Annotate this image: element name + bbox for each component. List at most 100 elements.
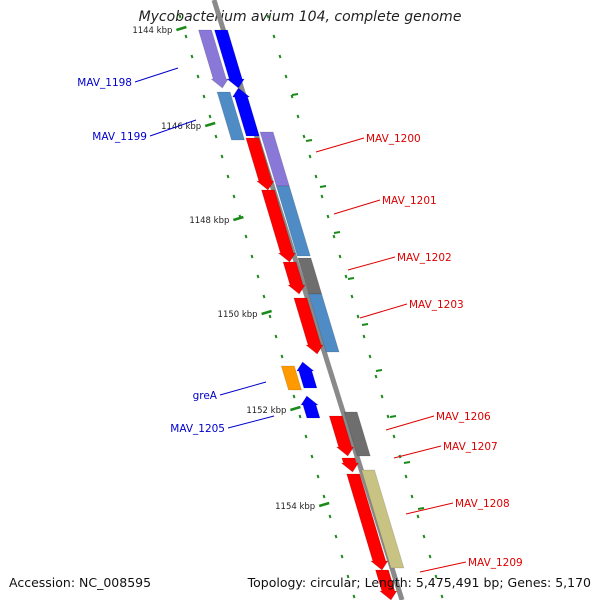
minor-tick-right [320,194,324,199]
leader-line [315,137,365,153]
gene-block-mav-1200[interactable] [245,137,275,191]
minor-tick-right [389,415,397,418]
gene-block-mav-1201[interactable] [260,189,297,263]
gene-block-mav-1209[interactable] [374,569,398,600]
minor-tick-right [375,369,383,372]
gene-label[interactable]: MAV_1199 [92,131,147,143]
minor-tick-right [308,154,312,159]
minor-tick-right [344,274,348,279]
minor-tick-right [428,554,432,559]
gene-block-mav-1201[interactable] [275,185,311,257]
tick-label: 1152 kbp [246,406,286,416]
leader-line [385,415,435,431]
minor-tick-left [250,254,254,259]
major-tick [176,25,187,32]
minor-tick-left [202,94,206,99]
minor-tick-left [268,314,272,319]
gene-label[interactable]: MAV_1200 [366,133,421,145]
minor-tick-right [417,507,425,510]
minor-tick-right [416,514,420,519]
minor-tick-right [326,214,330,219]
minor-tick-left [178,14,182,19]
gene-label[interactable]: MAV_1203 [409,299,464,311]
gene-label[interactable]: MAV_1209 [468,557,523,569]
leader-line [333,199,381,215]
gene-label[interactable]: greA [193,390,218,402]
minor-tick-right [302,134,306,139]
minor-tick-left [274,334,278,339]
gene-label[interactable]: MAV_1202 [397,252,452,264]
gene-label[interactable]: MAV_1207 [443,441,498,453]
gene-block-mav-1205[interactable] [300,395,321,419]
minor-tick-left [298,414,302,419]
leader-line [134,67,179,83]
minor-tick-right [305,139,313,142]
minor-tick-left [352,594,356,599]
leader-line [227,415,275,429]
gene-block-mav-1202[interactable] [282,261,306,295]
gene-label[interactable]: MAV_1205 [170,423,225,435]
minor-tick-right [278,54,282,59]
minor-tick-left [292,394,296,399]
gene-block-mav-1203[interactable] [293,297,324,355]
tick-layer: 1144 kbp 1146 kbp 1148 kbp 1150 kbp 1152 kbp… [132,14,444,599]
gene-block-grea[interactable] [296,361,318,389]
minor-tick-right [319,185,327,188]
gene-block-mav-1208[interactable] [360,469,405,569]
minor-tick-right [314,174,318,179]
gene-block-mav-1206[interactable] [343,411,371,457]
leader-line [219,381,267,396]
tick-label: 1150 kbp [218,310,258,320]
gene-block-grea[interactable] [280,365,303,391]
gene-label[interactable]: MAV_1208 [455,498,510,510]
minor-tick-right [338,254,342,259]
tick-label: 1154 kbp [275,502,315,512]
minor-tick-right [386,414,390,419]
gene-block-mav-1198[interactable] [197,29,229,89]
feature-layer [197,29,405,600]
minor-tick-right [332,234,336,239]
accession-text: Accession: NC_008595 [9,575,152,590]
gene-block-mav-1198[interactable] [213,29,245,89]
leader-line [359,303,408,319]
minor-tick-left [256,274,260,279]
gene-block-mav-1208[interactable] [346,473,389,571]
gene-block-mav-1203[interactable] [308,293,340,353]
label-layer: MAV_1198 MAV_1199 MAV_1200 MAV_1201 MAV_1202… [77,67,523,573]
tick-label: 1144 kbp [132,26,172,36]
minor-tick-right [347,277,355,280]
minor-tick-right [434,574,438,579]
major-tick [318,501,330,508]
minor-tick-left [226,174,230,179]
gene-block-mav-1207[interactable] [340,457,360,473]
minor-tick-left [328,514,332,519]
minor-tick-left [262,294,266,299]
minor-tick-right [290,94,294,99]
leader-line [419,561,467,573]
topology-text: Topology: circular; Length: 5,475,491 bp… [247,575,591,590]
minor-tick-right [380,394,384,399]
gene-label[interactable]: MAV_1206 [436,411,491,423]
minor-tick-right [392,434,396,439]
minor-tick-right [350,294,354,299]
gene-block-mav-1199[interactable] [231,87,260,137]
minor-tick-right [403,461,411,464]
minor-tick-left [316,474,320,479]
minor-tick-left [280,354,284,359]
minor-tick-left [334,534,338,539]
minor-tick-left [304,434,308,439]
gene-block-mav-1206[interactable] [328,415,355,457]
minor-tick-left [232,194,236,199]
gene-label[interactable]: MAV_1198 [77,77,132,89]
leader-line [393,445,442,459]
minor-tick-right [284,74,288,79]
minor-tick-right [333,231,341,234]
minor-tick-left [340,554,344,559]
major-tick [204,121,216,128]
major-tick [290,405,301,412]
minor-tick-right [404,474,408,479]
gene-block-mav-1199[interactable] [216,91,246,141]
minor-tick-left [196,74,200,79]
gene-label[interactable]: MAV_1201 [382,195,437,207]
